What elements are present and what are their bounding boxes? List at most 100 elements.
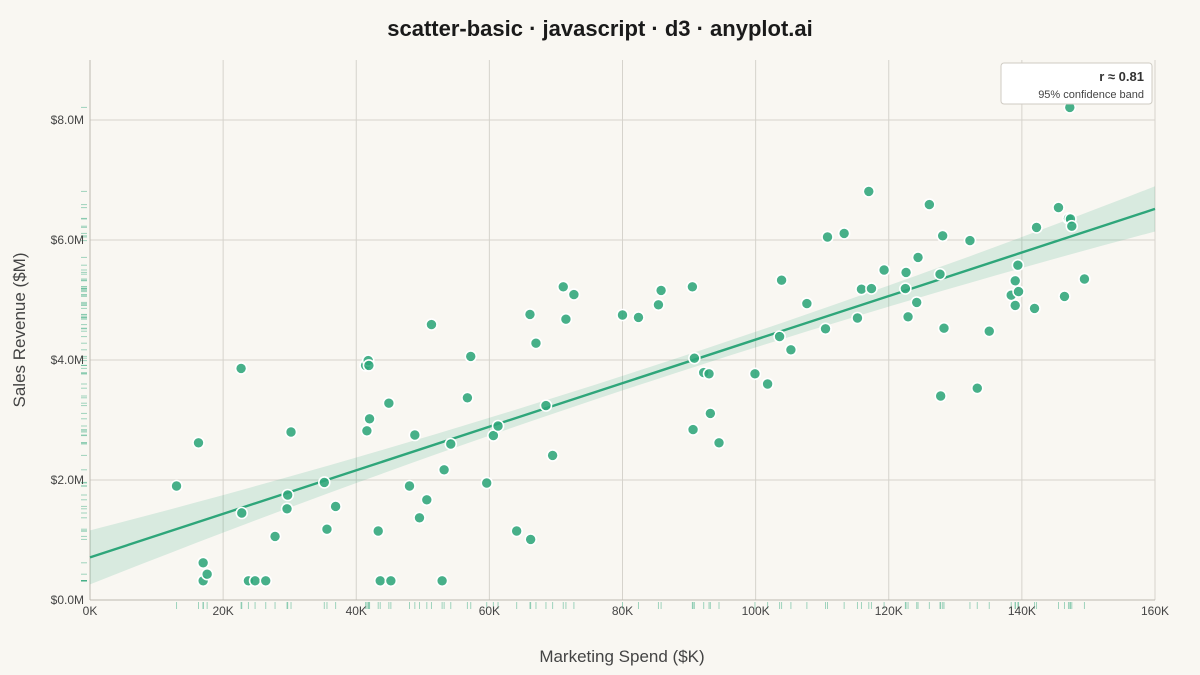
data-point — [556, 280, 570, 294]
x-tick-label: 140K — [1008, 604, 1036, 618]
data-point — [748, 367, 762, 381]
data-point — [1028, 302, 1041, 315]
data-point — [259, 574, 273, 588]
data-point — [899, 266, 913, 279]
data-point — [1052, 201, 1065, 214]
data-point — [362, 359, 376, 372]
legend-box — [1000, 62, 1153, 105]
data-point — [1058, 290, 1071, 303]
y-axis-label: Sales Revenue ($M) — [10, 253, 29, 408]
data-point — [899, 282, 912, 295]
data-point — [933, 267, 947, 281]
data-point — [371, 524, 385, 538]
data-point — [911, 251, 925, 264]
data-point — [384, 574, 398, 588]
chart-title: scatter-basic · javascript · d3 · anyplo… — [387, 16, 812, 41]
data-point — [539, 399, 553, 412]
data-points — [170, 101, 1091, 588]
data-point — [773, 330, 786, 343]
x-tick-label: 40K — [346, 604, 367, 618]
data-point — [1030, 221, 1043, 234]
y-tick-label: $0.0M — [51, 593, 84, 607]
data-point — [982, 324, 996, 338]
data-point — [437, 463, 451, 477]
x-tick-label: 100K — [742, 604, 770, 618]
data-point — [1008, 274, 1022, 288]
data-point — [523, 308, 537, 321]
data-point — [865, 282, 878, 295]
data-point — [923, 198, 936, 211]
data-point — [616, 308, 629, 322]
regression-line — [89, 207, 1156, 559]
data-point — [910, 296, 924, 309]
data-point — [937, 321, 951, 335]
data-point — [408, 428, 422, 442]
data-point — [413, 511, 426, 525]
confidence-band — [90, 186, 1155, 585]
data-point — [688, 351, 701, 365]
data-point — [329, 500, 342, 513]
y-tick-label: $2.0M — [51, 473, 84, 487]
data-point — [686, 423, 700, 436]
data-point — [800, 297, 814, 310]
data-point — [712, 436, 726, 450]
x-tick-label: 80K — [612, 604, 633, 618]
data-point — [464, 350, 478, 363]
x-tick-label: 0K — [83, 604, 98, 618]
data-point — [382, 396, 396, 410]
data-point — [837, 227, 851, 240]
data-point — [819, 322, 832, 336]
data-point — [529, 336, 543, 350]
data-point — [317, 476, 331, 489]
x-tick-label: 60K — [479, 604, 500, 618]
data-point — [862, 185, 876, 198]
data-point — [963, 234, 977, 247]
data-point — [1065, 219, 1079, 233]
axis-ticks: 0K 20K 40K 60K 80K 100K 120K 140K 160K $0.0M $2.0M… — [51, 113, 1169, 618]
data-point — [320, 522, 334, 536]
data-point — [567, 288, 581, 301]
data-point — [280, 502, 294, 516]
data-point — [480, 476, 494, 490]
data-point — [654, 284, 668, 297]
data-point — [461, 391, 474, 405]
data-point — [784, 343, 798, 357]
data-point — [284, 425, 298, 439]
x-axis-label: Marketing Spend ($K) — [539, 647, 704, 666]
data-point — [491, 419, 505, 433]
y-tick-label: $6.0M — [51, 233, 84, 247]
data-point — [235, 506, 249, 520]
data-point — [200, 567, 214, 581]
data-point — [934, 389, 947, 403]
data-point — [248, 574, 262, 588]
data-point — [704, 407, 717, 420]
data-point — [444, 437, 458, 451]
data-point — [196, 556, 210, 570]
data-point — [775, 273, 788, 287]
legend-band-label: 95% confidence band — [1038, 89, 1144, 101]
data-point — [686, 280, 699, 294]
data-point — [234, 362, 248, 375]
legend-correlation: r ≈ 0.81 — [1099, 69, 1144, 84]
grid — [89, 60, 1156, 601]
data-point — [901, 310, 915, 324]
x-tick-label: 20K — [212, 604, 233, 618]
data-point — [363, 412, 376, 426]
data-point — [373, 574, 387, 588]
data-point — [268, 530, 282, 543]
data-point — [877, 263, 891, 277]
data-point — [559, 312, 573, 326]
data-point — [546, 449, 559, 462]
data-point — [435, 574, 449, 588]
data-point — [1012, 285, 1025, 298]
data-point — [851, 311, 864, 325]
data-point — [1011, 258, 1025, 272]
y-tick-label: $8.0M — [51, 113, 84, 127]
data-point — [970, 381, 984, 395]
data-point — [360, 424, 374, 438]
data-point — [192, 436, 205, 450]
rug-marks — [81, 106, 1085, 609]
y-tick-label: $4.0M — [51, 353, 84, 367]
data-point — [425, 318, 438, 331]
